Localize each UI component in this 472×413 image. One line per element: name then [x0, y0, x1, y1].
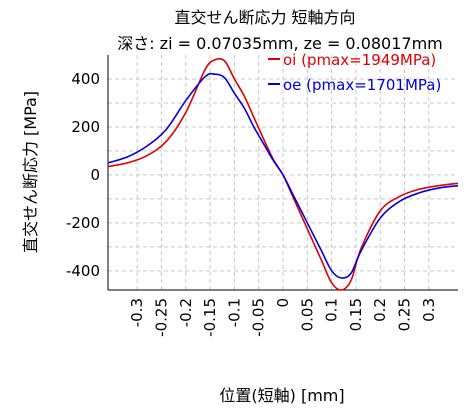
x-tick-label: 0.3	[420, 298, 438, 322]
y-axis-label: 直交せん断応力 [MPa]	[21, 91, 40, 253]
legend: oi (pmax=1949MPa) oe (pmax=1701MPa)	[268, 51, 441, 94]
x-tick-label: 0.2	[371, 298, 389, 322]
x-tick-label: 0.25	[396, 298, 414, 331]
x-tick-label: -0.2	[177, 298, 195, 327]
y-tick-label: -200	[66, 214, 100, 232]
x-axis-ticks: -0.3 -0.25 -0.2 -0.15 -0.1 -0.05 0 0.05 0.1 0.15 0…	[128, 298, 438, 337]
x-tick-label: -0.25	[152, 298, 170, 337]
x-tick-label: -0.3	[128, 298, 146, 327]
y-tick-label: 0	[90, 166, 100, 184]
x-tick-label: 0.1	[323, 298, 341, 322]
chart-subtitle: 深さ: zi = 0.07035mm, ze = 0.08017mm	[117, 34, 443, 53]
grid	[108, 55, 458, 290]
axes	[107, 55, 458, 291]
x-axis-label: 位置(短軸) [mm]	[219, 386, 344, 405]
y-axis-ticks: -400 -200 0 200 400	[66, 70, 100, 280]
series-line-1	[107, 72, 459, 279]
x-tick-label: 0	[274, 298, 292, 308]
legend-label-1: oe (pmax=1701MPa)	[283, 76, 441, 94]
x-tick-label: -0.05	[250, 298, 268, 337]
y-tick-label: 400	[71, 70, 100, 88]
x-tick-label: 0.15	[347, 298, 365, 331]
x-tick-label: -0.15	[201, 298, 219, 337]
y-tick-label: -400	[66, 262, 100, 280]
x-tick-label: -0.1	[225, 298, 243, 327]
chart-title: 直交せん断応力 短軸方向	[174, 8, 355, 27]
x-tick-label: 0.05	[298, 298, 316, 331]
legend-label-0: oi (pmax=1949MPa)	[283, 51, 436, 69]
y-tick-label: 200	[71, 118, 100, 136]
series-group	[107, 57, 459, 291]
